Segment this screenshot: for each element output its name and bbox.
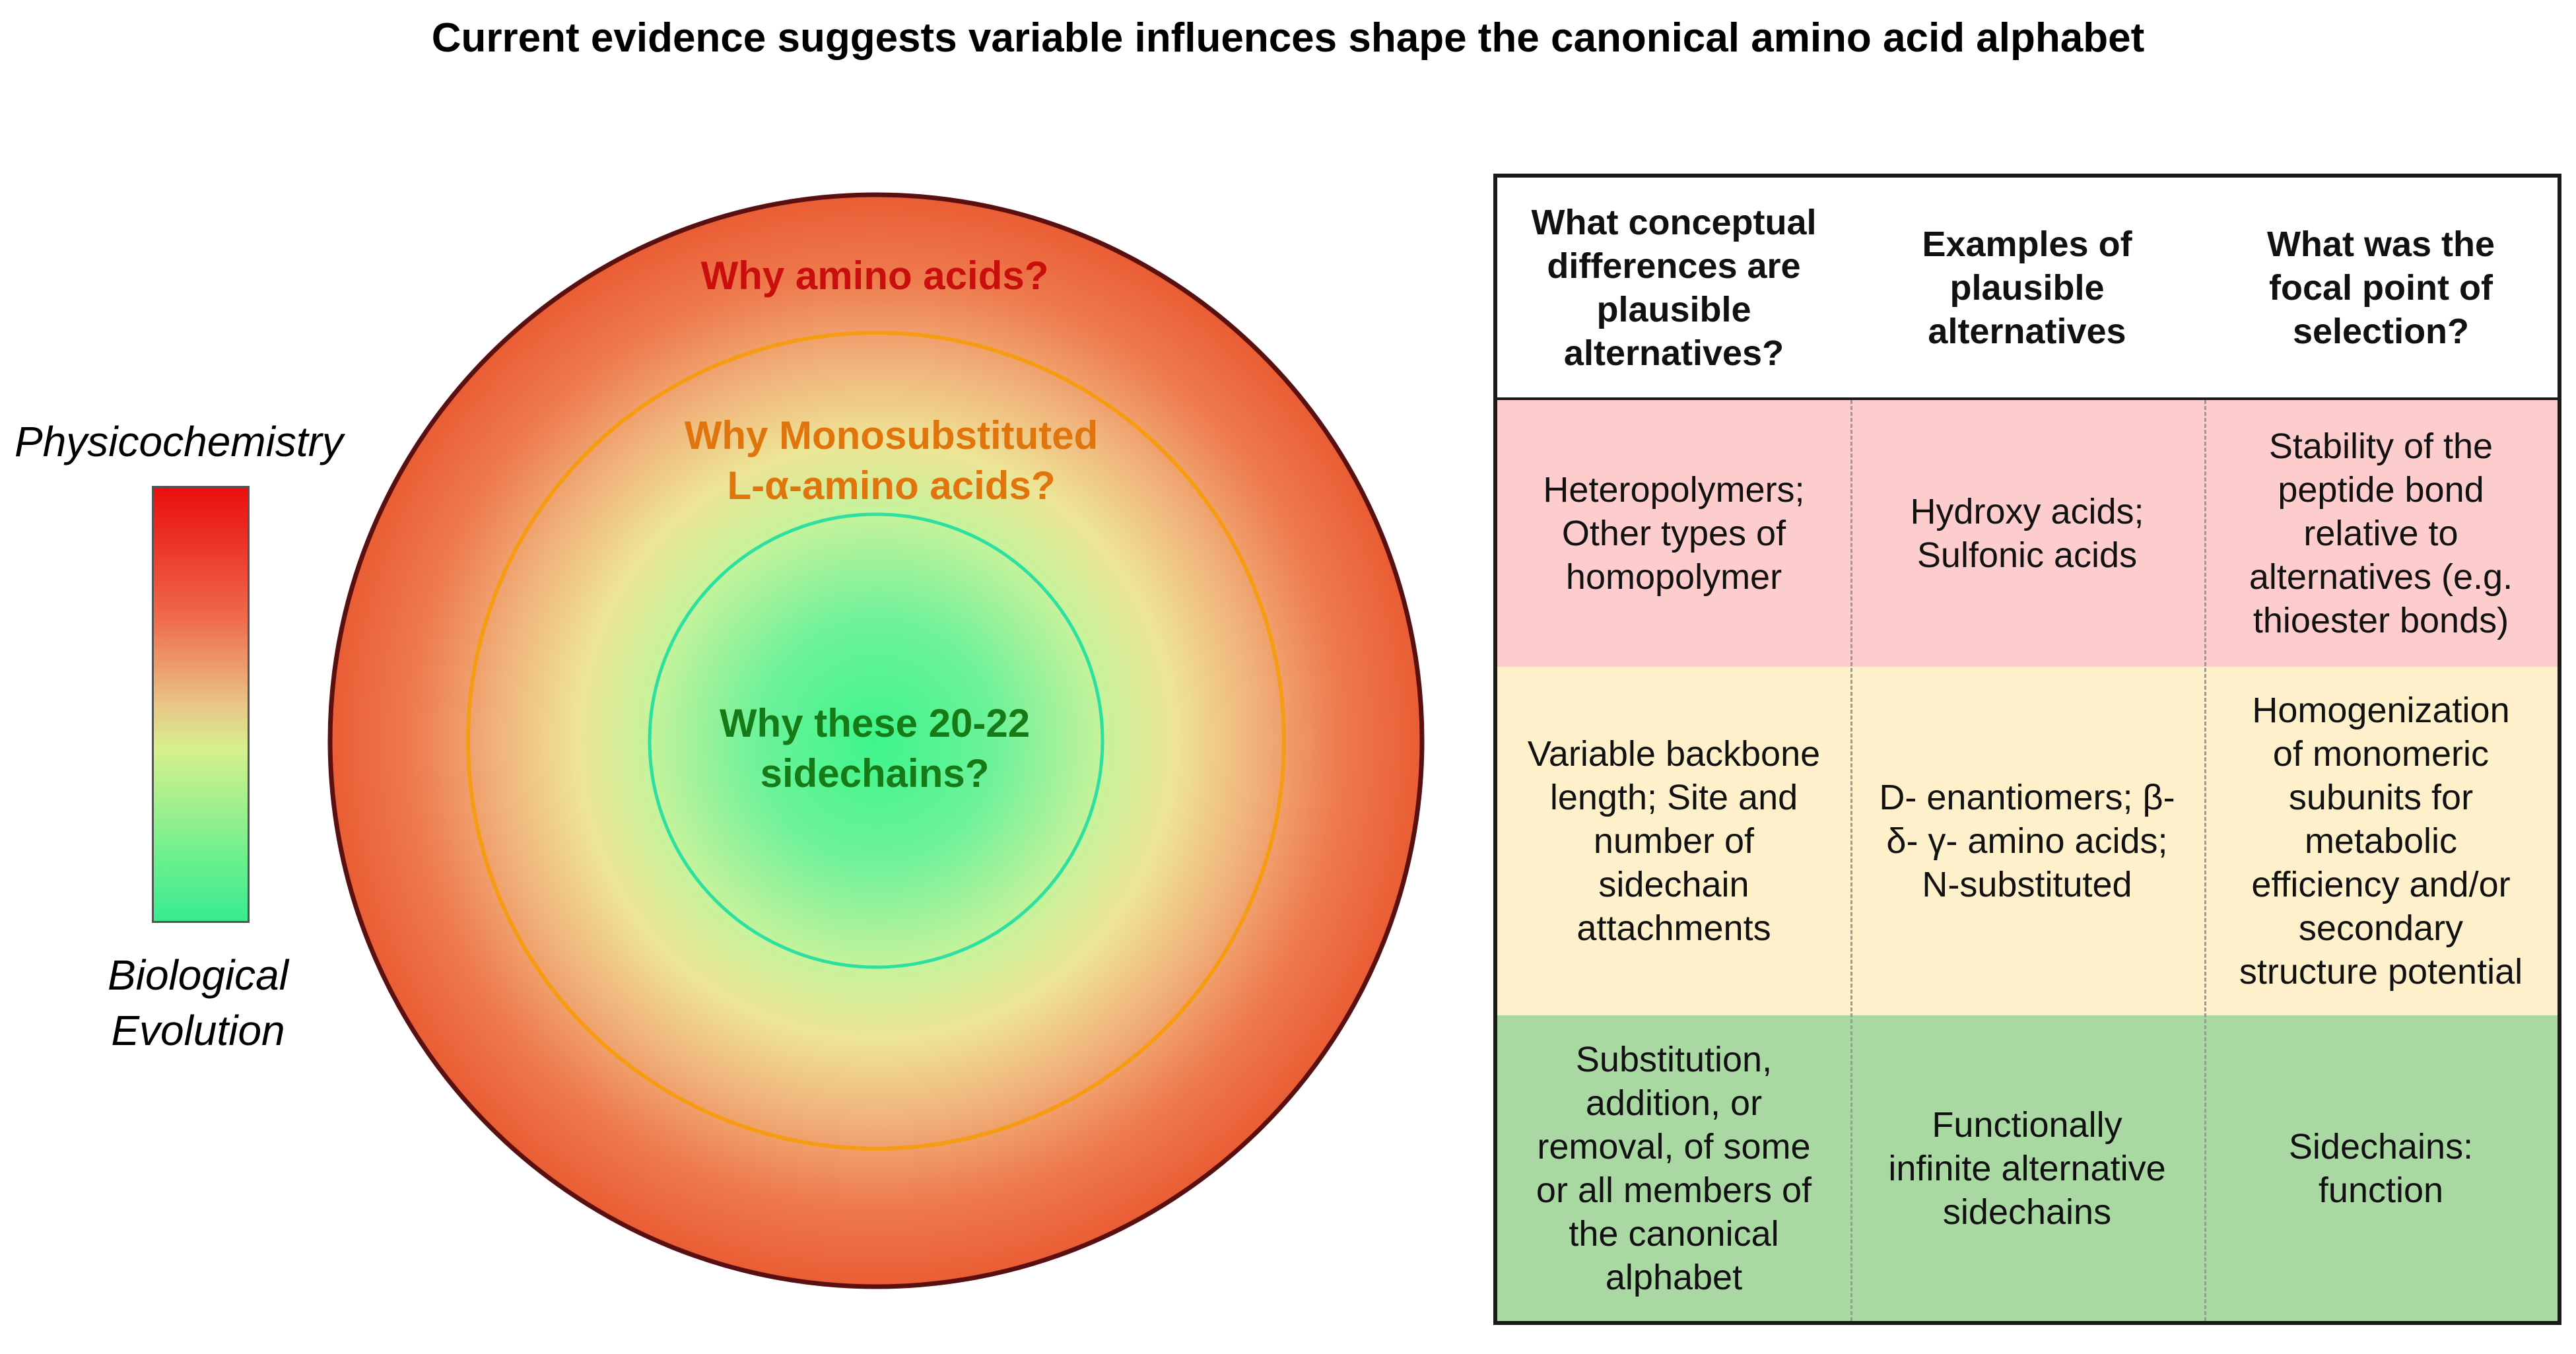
- cell-text-line: function: [2318, 1170, 2444, 1210]
- middle-ring-label: Why Monosubstituted L-α-amino acids?: [581, 411, 1202, 511]
- table-cell: Substitution, addition, or removal, of som…: [1497, 1015, 1850, 1321]
- cell-text-line: Hydroxy acids;: [1910, 492, 2144, 531]
- middle-ring: [466, 331, 1286, 1151]
- table-row: Heteropolymers; Other types of homopolymer…: [1497, 400, 2558, 667]
- cell-text-line: alternatives: [1928, 311, 2126, 351]
- cell-text-line: Functionally: [1932, 1104, 2122, 1145]
- cell-text-line: differences are: [1547, 246, 1801, 286]
- table-cell: Variable backbone length; Site and number …: [1497, 667, 1850, 1015]
- legend-bottom-line-2: Evolution: [111, 1007, 285, 1054]
- cell-text-line: δ- γ- amino acids;: [1886, 821, 2168, 861]
- outer-ring-label: Why amino acids?: [647, 251, 1102, 301]
- table-row: Substitution, addition, or removal, of som…: [1497, 1015, 2558, 1321]
- cell-text-line: number of: [1593, 821, 1755, 861]
- cell-text-line: efficiency and/or: [2251, 865, 2511, 904]
- table-cell: Hydroxy acids; Sulfonic acids: [1850, 400, 2204, 667]
- cell-text-line: What conceptual: [1531, 202, 1817, 242]
- middle-ring-label-line-1: Why Monosubstituted: [684, 413, 1099, 457]
- legend-bottom-label: Biological Evolution: [66, 947, 330, 1058]
- cell-text-line: Other types of: [1561, 514, 1786, 553]
- cell-text-line: metabolic: [2304, 821, 2458, 861]
- inner-ring-label-line-2: sidechains?: [760, 751, 990, 795]
- legend-bottom-line-1: Biological: [108, 951, 288, 999]
- cell-text-line: alternatives?: [1563, 333, 1784, 373]
- inner-ring: [648, 512, 1104, 969]
- cell-text-line: secondary: [2298, 908, 2464, 948]
- cell-text-line: Examples of: [1922, 224, 2132, 264]
- cell-text-line: infinite alternative: [1888, 1148, 2166, 1188]
- cell-text-line: selection?: [2292, 311, 2470, 351]
- concentric-circles-diagram: [327, 192, 1425, 1289]
- cell-text-line: attachments: [1576, 908, 1771, 948]
- outer-ring-label-text: Why amino acids?: [700, 254, 1049, 298]
- cell-text-line: plausible: [1596, 289, 1751, 329]
- table-cell: D- enantiomers; β-δ- γ- amino acids; N-su…: [1850, 667, 2204, 1015]
- cell-text-line: relative to: [2303, 514, 2458, 553]
- cell-text-line: alternatives (e.g.: [2249, 557, 2513, 597]
- cell-text-line: alphabet: [1605, 1257, 1743, 1297]
- cell-text-line: sidechain: [1598, 865, 1749, 904]
- cell-text-line: thioester bonds): [2253, 601, 2509, 640]
- cell-text-line: removal, of some: [1537, 1126, 1811, 1167]
- legend-gradient-bar: [152, 486, 250, 923]
- cell-text-line: Substitution,: [1575, 1039, 1773, 1079]
- cell-text-line: What was the: [2266, 224, 2495, 264]
- cell-text-line: or all members of: [1536, 1170, 1812, 1210]
- cell-text-line: subunits for: [2288, 778, 2474, 817]
- table-cell: Functionally infinite alternative sidechai…: [1850, 1015, 2204, 1321]
- cell-text-line: sidechains: [1942, 1192, 2112, 1232]
- legend-top-label: Physicochemistry: [15, 418, 343, 465]
- comparison-table: What conceptual differences are plausible a…: [1493, 174, 2561, 1325]
- column-divider: [2204, 400, 2206, 1321]
- figure-title: Current evidence suggests variable influ…: [431, 15, 2145, 61]
- header-cell-conceptual-differences: What conceptual differences are plausible a…: [1497, 178, 1850, 397]
- cell-text-line: structure potential: [2239, 952, 2523, 992]
- cell-text-line: homopolymer: [1565, 557, 1782, 597]
- cell-text-line: the canonical: [1569, 1213, 1779, 1254]
- cell-text-line: Sulfonic acids: [1916, 535, 2138, 575]
- cell-text-line: focal point of: [2269, 267, 2493, 308]
- table-cell: Sidechains: function: [2204, 1015, 2558, 1321]
- cell-text-line: Homogenization: [2252, 691, 2510, 730]
- cell-text-line: Variable backbone: [1527, 734, 1821, 774]
- table-cell: Heteropolymers; Other types of homopolymer: [1497, 400, 1850, 667]
- middle-ring-label-line-2: L-α-amino acids?: [727, 463, 1056, 508]
- cell-text-line: length; Site and: [1549, 778, 1798, 817]
- cell-text-line: Heteropolymers;: [1543, 470, 1805, 510]
- cell-text-line: Sidechains:: [2288, 1126, 2474, 1167]
- column-divider: [1850, 400, 1852, 1321]
- cell-text-line: Stability of the: [2268, 426, 2493, 466]
- inner-ring-label-line-1: Why these 20-22: [719, 701, 1031, 745]
- table-row: Variable backbone length; Site and number …: [1497, 667, 2558, 1015]
- table-cell: Homogenization of monomeric subunits for me…: [2204, 667, 2558, 1015]
- outer-circle: [327, 192, 1425, 1289]
- header-cell-examples: Examples of plausible alternatives: [1850, 178, 2204, 397]
- cell-text-line: of monomeric: [2272, 734, 2490, 774]
- cell-text-line: peptide bond: [2278, 470, 2484, 510]
- table-cell: Stability of the peptide bond relative to a…: [2204, 400, 2558, 667]
- cell-text-line: plausible: [1949, 267, 2105, 308]
- table-header-row: What conceptual differences are plausible a…: [1497, 178, 2558, 400]
- cell-text-line: addition, or: [1585, 1083, 1763, 1123]
- cell-text-line: D- enantiomers; β-: [1879, 778, 2175, 817]
- header-cell-focal-point: What was the focal point of selection?: [2204, 178, 2558, 397]
- cell-text-line: N-substituted: [1922, 865, 2132, 904]
- inner-ring-label: Why these 20-22 sidechains?: [647, 698, 1102, 799]
